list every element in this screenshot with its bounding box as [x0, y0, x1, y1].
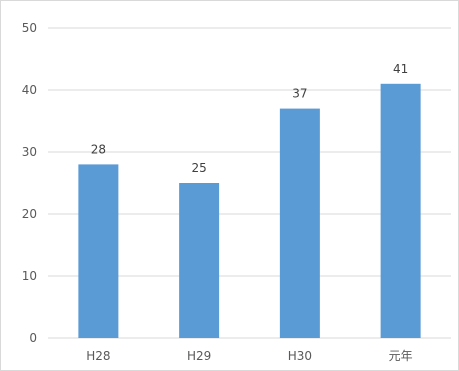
x-tick-label: H28: [86, 349, 110, 363]
x-tick-label: H29: [187, 349, 211, 363]
x-tick-label: 元年: [389, 349, 413, 363]
data-label: 28: [91, 142, 106, 156]
bar: [279, 108, 320, 338]
data-label: 41: [393, 62, 408, 76]
x-tick-label: H30: [288, 349, 312, 363]
bar: [78, 164, 119, 338]
y-tick-label: 50: [22, 21, 37, 35]
y-tick-label: 10: [22, 269, 37, 283]
y-tick-label: 30: [22, 145, 37, 159]
bar: [380, 83, 421, 338]
y-tick-label: 0: [29, 331, 37, 345]
y-tick-label: 20: [22, 207, 37, 221]
bar: [179, 183, 220, 338]
data-label: 37: [292, 87, 307, 101]
y-tick-label: 40: [22, 83, 37, 97]
data-label: 25: [191, 161, 206, 175]
